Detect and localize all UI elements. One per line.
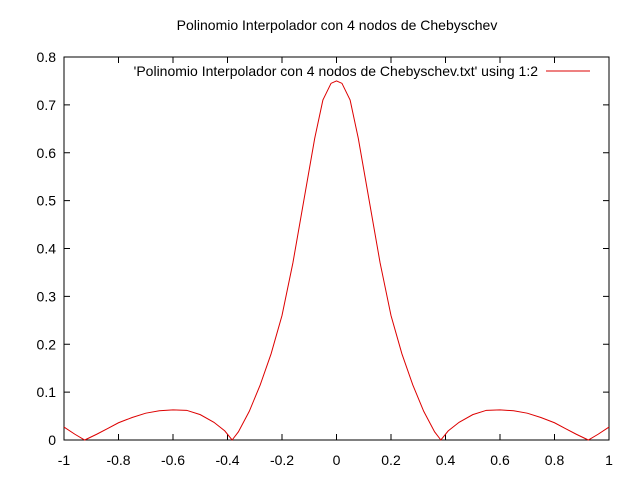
x-tick-label: -0.2 (270, 452, 294, 468)
x-tick-label: -0.4 (215, 452, 239, 468)
x-tick-label: -0.8 (106, 452, 130, 468)
x-tick-label: -1 (58, 452, 71, 468)
y-tick-label: 0.6 (37, 145, 57, 161)
chart-title: Polinomio Interpolador con 4 nodos de Ch… (177, 17, 498, 33)
y-tick-label: 0 (48, 432, 56, 448)
x-tick-label: 1 (605, 452, 613, 468)
x-tick-label: 0.8 (545, 452, 565, 468)
axis-ticks (63, 56, 610, 441)
series-group (63, 80, 610, 441)
x-tick-label: 0.2 (381, 452, 401, 468)
legend: 'Polinomio Interpolador con 4 nodos de C… (134, 63, 590, 79)
y-tick-label: 0.8 (37, 49, 57, 65)
y-tick-label: 0.2 (37, 336, 57, 352)
y-tick-label: 0.1 (37, 384, 57, 400)
plot-frame (63, 56, 610, 441)
x-tick-label: -0.6 (161, 452, 185, 468)
y-tick-label: 0.3 (37, 288, 57, 304)
series-line (63, 80, 610, 441)
x-tick-label: 0.4 (436, 452, 456, 468)
x-tick-label: 0.6 (490, 452, 510, 468)
legend-label: 'Polinomio Interpolador con 4 nodos de C… (134, 63, 539, 79)
y-tick-label: 0.7 (37, 97, 57, 113)
y-tick-label: 0.4 (37, 241, 57, 257)
x-tick-label: 0 (333, 452, 341, 468)
y-tick-label: 0.5 (37, 193, 57, 209)
axis-tick-labels: -1 -0.8 -0.6 -0.4 -0.2 0 0.2 0.4 0.6 0.8 1 0 0.1 0.2 0… (37, 49, 614, 468)
